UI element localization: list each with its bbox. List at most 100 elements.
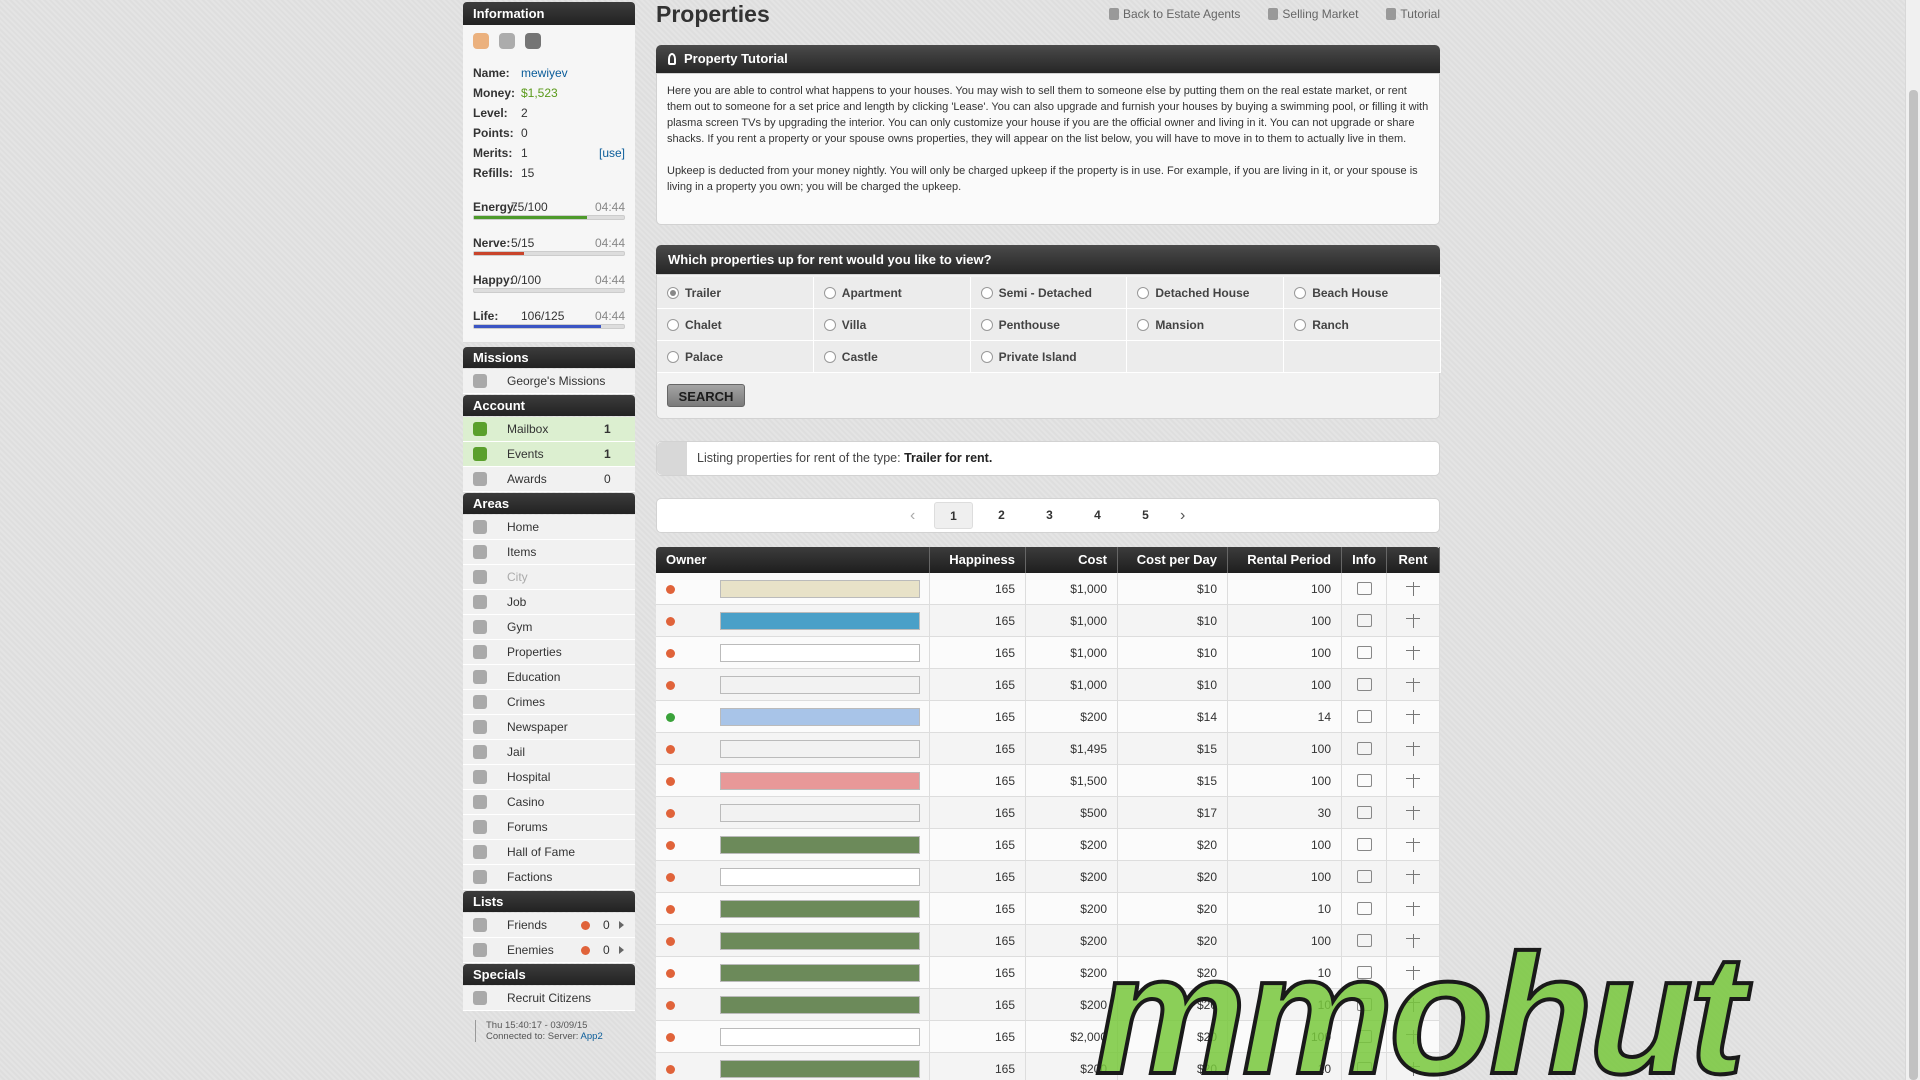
info-button[interactable] xyxy=(1357,838,1372,851)
page-next[interactable]: › xyxy=(1180,507,1186,524)
filter-cell[interactable]: Mansion xyxy=(1127,309,1285,341)
radio[interactable] xyxy=(823,319,836,331)
owner-banner[interactable] xyxy=(720,676,920,694)
owner-banner[interactable] xyxy=(720,1060,920,1078)
nav-link[interactable]: Selling Market xyxy=(1268,7,1358,21)
page-number[interactable]: 4 xyxy=(1094,508,1101,522)
filter-cell[interactable]: Ranch xyxy=(1284,309,1441,341)
sidebar-link[interactable]: Hospital xyxy=(463,765,635,790)
owner-banner[interactable] xyxy=(720,580,920,598)
rent-button[interactable] xyxy=(1406,806,1420,820)
nav-link[interactable]: Back to Estate Agents xyxy=(1108,7,1240,21)
radio[interactable] xyxy=(1137,287,1150,299)
field-action[interactable]: [use] xyxy=(598,146,625,160)
owner-banner[interactable] xyxy=(720,836,920,854)
sidebar-link[interactable]: Items xyxy=(463,540,635,565)
sidebar-link[interactable]: Friends 0 xyxy=(463,913,635,938)
radio[interactable] xyxy=(823,351,836,363)
info-button[interactable] xyxy=(1357,582,1372,595)
sidebar-link[interactable]: Crimes xyxy=(463,690,635,715)
filter-cell[interactable]: Beach House xyxy=(1284,277,1441,309)
info-button[interactable] xyxy=(1357,774,1372,787)
radio[interactable] xyxy=(667,287,679,299)
info-button[interactable] xyxy=(1357,966,1372,979)
info-button[interactable] xyxy=(1357,902,1372,915)
sidebar-link[interactable]: Mailbox 1 xyxy=(463,417,635,442)
rent-button[interactable] xyxy=(1406,646,1420,660)
rent-button[interactable] xyxy=(1406,614,1420,628)
info-button[interactable] xyxy=(1357,934,1372,947)
page-prev[interactable]: ‹ xyxy=(910,507,916,524)
sidebar-link[interactable]: Hall of Fame xyxy=(463,840,635,865)
page-number[interactable]: 3 xyxy=(1046,508,1053,522)
info-icon[interactable] xyxy=(473,33,489,49)
sidebar-link[interactable]: Awards 0 xyxy=(463,467,635,492)
owner-banner[interactable] xyxy=(720,804,920,822)
info-button[interactable] xyxy=(1357,1030,1372,1043)
info-button[interactable] xyxy=(1357,742,1372,755)
radio[interactable] xyxy=(980,287,993,299)
sidebar-link[interactable]: Forums xyxy=(463,815,635,840)
rent-button[interactable] xyxy=(1406,966,1420,980)
sidebar-link[interactable]: Enemies 0 xyxy=(463,938,635,963)
nav-link[interactable]: Tutorial xyxy=(1386,7,1440,21)
search-button[interactable]: SEARCH xyxy=(667,384,745,407)
info-button[interactable] xyxy=(1357,806,1372,819)
filter-cell[interactable]: Detached House xyxy=(1127,277,1285,309)
radio[interactable] xyxy=(1294,287,1307,299)
owner-banner[interactable] xyxy=(720,868,920,886)
server-name[interactable]: App2 xyxy=(580,1031,603,1042)
rent-button[interactable] xyxy=(1406,838,1420,852)
info-icon[interactable] xyxy=(499,33,515,49)
info-button[interactable] xyxy=(1357,646,1372,659)
info-button[interactable] xyxy=(1357,1062,1372,1075)
rent-button[interactable] xyxy=(1406,582,1420,596)
info-button[interactable] xyxy=(1357,678,1372,691)
filter-cell[interactable]: Apartment xyxy=(813,277,971,309)
filter-cell[interactable]: Semi - Detached xyxy=(970,277,1128,309)
page-number[interactable]: 5 xyxy=(1142,508,1149,522)
sidebar-link[interactable]: Education xyxy=(463,665,635,690)
sidebar-link[interactable]: Casino xyxy=(463,790,635,815)
rent-button[interactable] xyxy=(1406,678,1420,692)
radio[interactable] xyxy=(1137,319,1150,331)
sidebar-link[interactable]: Events 1 xyxy=(463,442,635,467)
info-icon[interactable] xyxy=(525,33,541,49)
sidebar-link[interactable]: Recruit Citizens xyxy=(463,986,635,1011)
filter-cell[interactable]: Castle xyxy=(813,341,971,373)
owner-banner[interactable] xyxy=(720,644,920,662)
owner-banner[interactable] xyxy=(720,708,920,726)
sidebar-link[interactable]: Factions xyxy=(463,865,635,890)
field-value[interactable]: mewiyev xyxy=(521,66,568,80)
sidebar-link[interactable]: Jail xyxy=(463,740,635,765)
scrollbar[interactable] xyxy=(1905,0,1920,1080)
owner-banner[interactable] xyxy=(720,1028,920,1046)
radio[interactable] xyxy=(667,351,679,363)
info-button[interactable] xyxy=(1357,614,1372,627)
page-number[interactable]: 2 xyxy=(998,508,1005,522)
filter-cell[interactable]: Villa xyxy=(813,309,971,341)
rent-button[interactable] xyxy=(1406,998,1420,1012)
filter-cell[interactable]: Chalet xyxy=(657,309,814,341)
arrow[interactable] xyxy=(619,921,624,929)
radio[interactable] xyxy=(980,351,993,363)
rent-button[interactable] xyxy=(1406,870,1420,884)
rent-button[interactable] xyxy=(1406,710,1420,724)
owner-banner[interactable] xyxy=(720,964,920,982)
rent-button[interactable] xyxy=(1406,934,1420,948)
filter-cell[interactable]: Trailer xyxy=(657,277,814,309)
radio[interactable] xyxy=(823,287,836,299)
sidebar-link[interactable]: Gym xyxy=(463,615,635,640)
radio[interactable] xyxy=(667,319,679,331)
owner-banner[interactable] xyxy=(720,612,920,630)
rent-button[interactable] xyxy=(1406,1062,1420,1076)
rent-button[interactable] xyxy=(1406,1030,1420,1044)
sidebar-link[interactable]: Properties xyxy=(463,640,635,665)
owner-banner[interactable] xyxy=(720,932,920,950)
arrow[interactable] xyxy=(619,946,624,954)
info-button[interactable] xyxy=(1357,870,1372,883)
page-number[interactable]: 1 xyxy=(934,502,973,529)
filter-cell[interactable]: Palace xyxy=(657,341,814,373)
radio[interactable] xyxy=(1294,319,1307,331)
info-button[interactable] xyxy=(1357,998,1372,1011)
